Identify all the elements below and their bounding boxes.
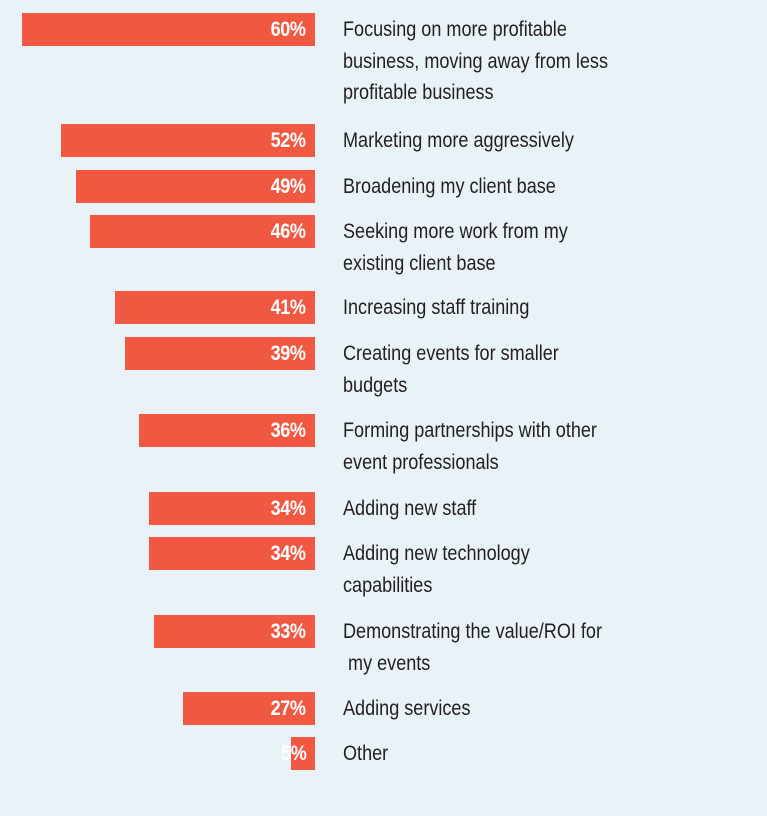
category-label: Adding new staff — [343, 497, 477, 520]
bar-value-label: 41% — [271, 296, 306, 319]
bar: 41% — [114, 291, 315, 324]
bar-value-label: 39% — [271, 342, 306, 365]
category-label: Other — [343, 742, 389, 765]
bar-value-label: 33% — [271, 620, 306, 643]
bar: 27% — [183, 692, 315, 725]
bar: 33% — [153, 615, 315, 648]
category-label: Increasing staff training — [343, 296, 530, 319]
bar-value-label: 52% — [271, 129, 306, 152]
bar-value-label: 60% — [271, 18, 306, 41]
bar: 46% — [90, 215, 315, 248]
category-label: Broadening my client base — [343, 175, 556, 198]
category-label: Adding new technology capabilities — [343, 542, 530, 597]
category-label: Adding services — [343, 697, 471, 720]
bar: 52% — [61, 124, 315, 157]
bar-value-label: 36% — [271, 419, 306, 442]
bar: 36% — [139, 414, 315, 447]
category-label: Focusing on more profitable business, mo… — [343, 18, 608, 104]
category-label: Marketing more aggressively — [343, 129, 574, 152]
bar-value-label: 34% — [271, 542, 306, 565]
bar-value-label: 46% — [271, 220, 306, 243]
category-label: Creating events for smaller budgets — [343, 342, 559, 397]
bar: 60% — [22, 13, 315, 46]
category-label: Seeking more work from my existing clien… — [343, 220, 568, 275]
bar: 34% — [148, 492, 315, 525]
bar: 5% — [281, 737, 315, 770]
bar-value-label: 5% — [280, 742, 307, 765]
bar: 34% — [148, 537, 315, 570]
bar-value-label: 49% — [271, 175, 306, 198]
category-label: Demonstrating the value/ROI for my event… — [343, 620, 602, 675]
category-label: Forming partnerships with other event pr… — [343, 419, 597, 474]
bar-value-label: 34% — [271, 497, 306, 520]
bar: 39% — [124, 337, 315, 370]
bar: 49% — [75, 170, 315, 203]
bar-value-label: 27% — [271, 697, 306, 720]
